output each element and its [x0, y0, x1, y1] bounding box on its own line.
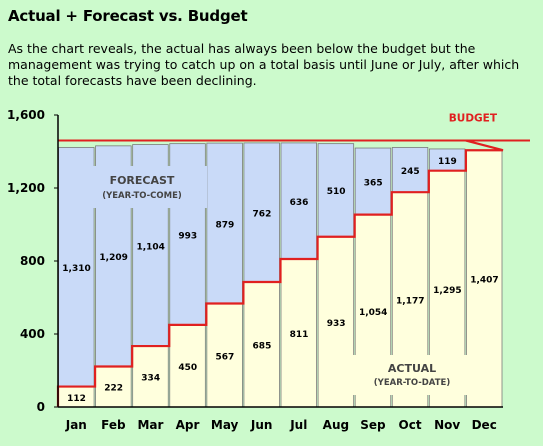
x-tick-label: May — [211, 418, 239, 432]
actual-bar — [280, 258, 317, 408]
forecast-value-label: 993 — [178, 231, 197, 241]
x-tick-label: Mar — [137, 418, 163, 432]
forecast-value-label: 1,209 — [99, 253, 127, 263]
forecast-annotation-title: FORECAST — [110, 174, 175, 187]
forecast-bar — [317, 143, 355, 238]
x-tick-label: Oct — [399, 418, 422, 432]
x-tick-label: Jun — [250, 418, 273, 432]
actual-value-label: 567 — [215, 352, 234, 362]
chart-title: Actual + Forecast vs. Budget — [8, 7, 248, 25]
forecast-annotation-box — [77, 166, 207, 208]
actual-value-label: 450 — [178, 363, 197, 373]
actual-value-label: 1,054 — [359, 308, 387, 318]
x-tick-label: Feb — [101, 418, 126, 432]
x-tick-label: Dec — [472, 418, 497, 432]
actual-value-label: 1,295 — [433, 286, 461, 296]
actual-bar — [317, 236, 355, 408]
actual-bar — [206, 303, 243, 408]
actual-value-label: 222 — [104, 384, 123, 394]
forecast-value-label: 119 — [438, 157, 457, 167]
forecast-bar — [206, 142, 243, 304]
forecast-value-label: 1,104 — [136, 242, 164, 252]
y-tick-label: 1,600 — [7, 108, 45, 122]
forecast-value-label: 879 — [215, 220, 234, 230]
actual-bar — [95, 366, 132, 408]
actual-annotation-sub: (YEAR-TO-DATE) — [374, 378, 451, 388]
actual-value-label: 1,177 — [396, 297, 424, 307]
forecast-value-label: 762 — [253, 209, 272, 219]
x-tick-label: Aug — [323, 418, 349, 432]
forecast-value-label: 636 — [290, 198, 309, 208]
chart-subtitle: As the chart reveals, the actual has alw… — [8, 41, 520, 88]
actual-value-label: 685 — [253, 341, 272, 351]
forecast-annotation-sub: (YEAR-TO-COME) — [102, 191, 182, 201]
actual-value-label: 811 — [290, 330, 309, 340]
y-tick-label: 0 — [37, 400, 45, 414]
forecast-value-label: 245 — [401, 167, 420, 177]
x-tick-label: Sep — [360, 418, 386, 432]
actual-value-label: 1,407 — [470, 276, 498, 286]
forecast-bar — [280, 142, 317, 260]
actual-value-label: 933 — [327, 319, 346, 329]
actual-value-label: 112 — [67, 394, 86, 404]
x-tick-label: Jul — [289, 418, 307, 432]
x-tick-label: Apr — [176, 418, 200, 432]
forecast-value-label: 510 — [327, 187, 346, 197]
forecast-value-label: 365 — [364, 178, 383, 188]
y-tick-label: 800 — [20, 254, 45, 268]
actual-bar — [132, 345, 169, 408]
actual-value-label: 334 — [141, 374, 160, 384]
actual-step-line — [56, 139, 504, 407]
y-tick-label: 400 — [20, 327, 45, 341]
x-tick-label: Nov — [434, 418, 460, 432]
actual-annotation-title: ACTUAL — [388, 362, 436, 375]
budget-label: BUDGET — [449, 113, 498, 125]
y-tick-label: 1,200 — [7, 181, 45, 195]
x-tick-label: Jan — [65, 418, 87, 432]
actual-bar — [243, 281, 280, 408]
forecast-bar — [354, 147, 392, 216]
forecast-bar — [243, 142, 280, 283]
actual-annotation-box — [350, 355, 474, 395]
forecast-value-label: 1,310 — [62, 264, 90, 274]
